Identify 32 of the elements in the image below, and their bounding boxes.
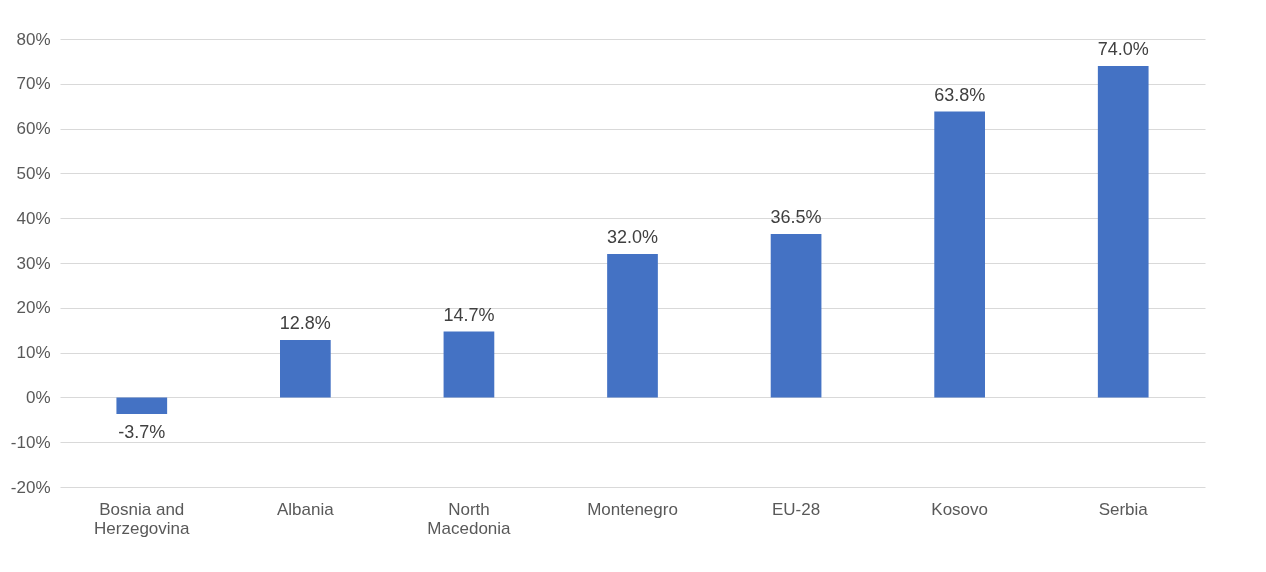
data-label: 32.0% xyxy=(606,227,659,248)
y-tick-label: -20% xyxy=(10,477,51,497)
y-tick-label: 50% xyxy=(16,163,51,183)
y-tick-label: 80% xyxy=(16,29,51,49)
y-tick-label: 10% xyxy=(16,343,51,363)
y-tick-label: -10% xyxy=(10,432,51,452)
bar xyxy=(1097,65,1149,398)
y-tick-label: 40% xyxy=(16,208,51,228)
y-tick-label: 0% xyxy=(25,387,51,407)
x-tick-label: Montenegro xyxy=(587,499,678,519)
data-label: -3.7% xyxy=(118,421,166,442)
x-tick-label: Bosnia and Herzegovina xyxy=(94,499,191,538)
data-label: 14.7% xyxy=(443,304,495,325)
bar xyxy=(934,111,985,398)
bar xyxy=(280,340,331,398)
data-label: 74.0% xyxy=(1097,38,1149,59)
bar xyxy=(443,331,495,398)
x-tick-label: Kosovo xyxy=(931,499,988,519)
x-tick-label: Serbia xyxy=(1098,499,1149,519)
y-tick-label: 20% xyxy=(16,298,51,318)
data-label: 63.8% xyxy=(934,84,986,105)
data-label: 36.5% xyxy=(770,206,822,227)
x-tick-label: North Macedonia xyxy=(427,499,512,538)
bar xyxy=(770,233,822,398)
y-tick-label: 60% xyxy=(16,119,51,139)
data-label: 12.8% xyxy=(279,313,331,334)
bar xyxy=(607,254,658,398)
bar xyxy=(116,397,168,414)
y-tick-label: 30% xyxy=(16,253,51,273)
x-tick-label: EU-28 xyxy=(771,499,821,519)
y-tick-label: 70% xyxy=(16,74,51,94)
x-tick-label: Albania xyxy=(277,499,335,519)
